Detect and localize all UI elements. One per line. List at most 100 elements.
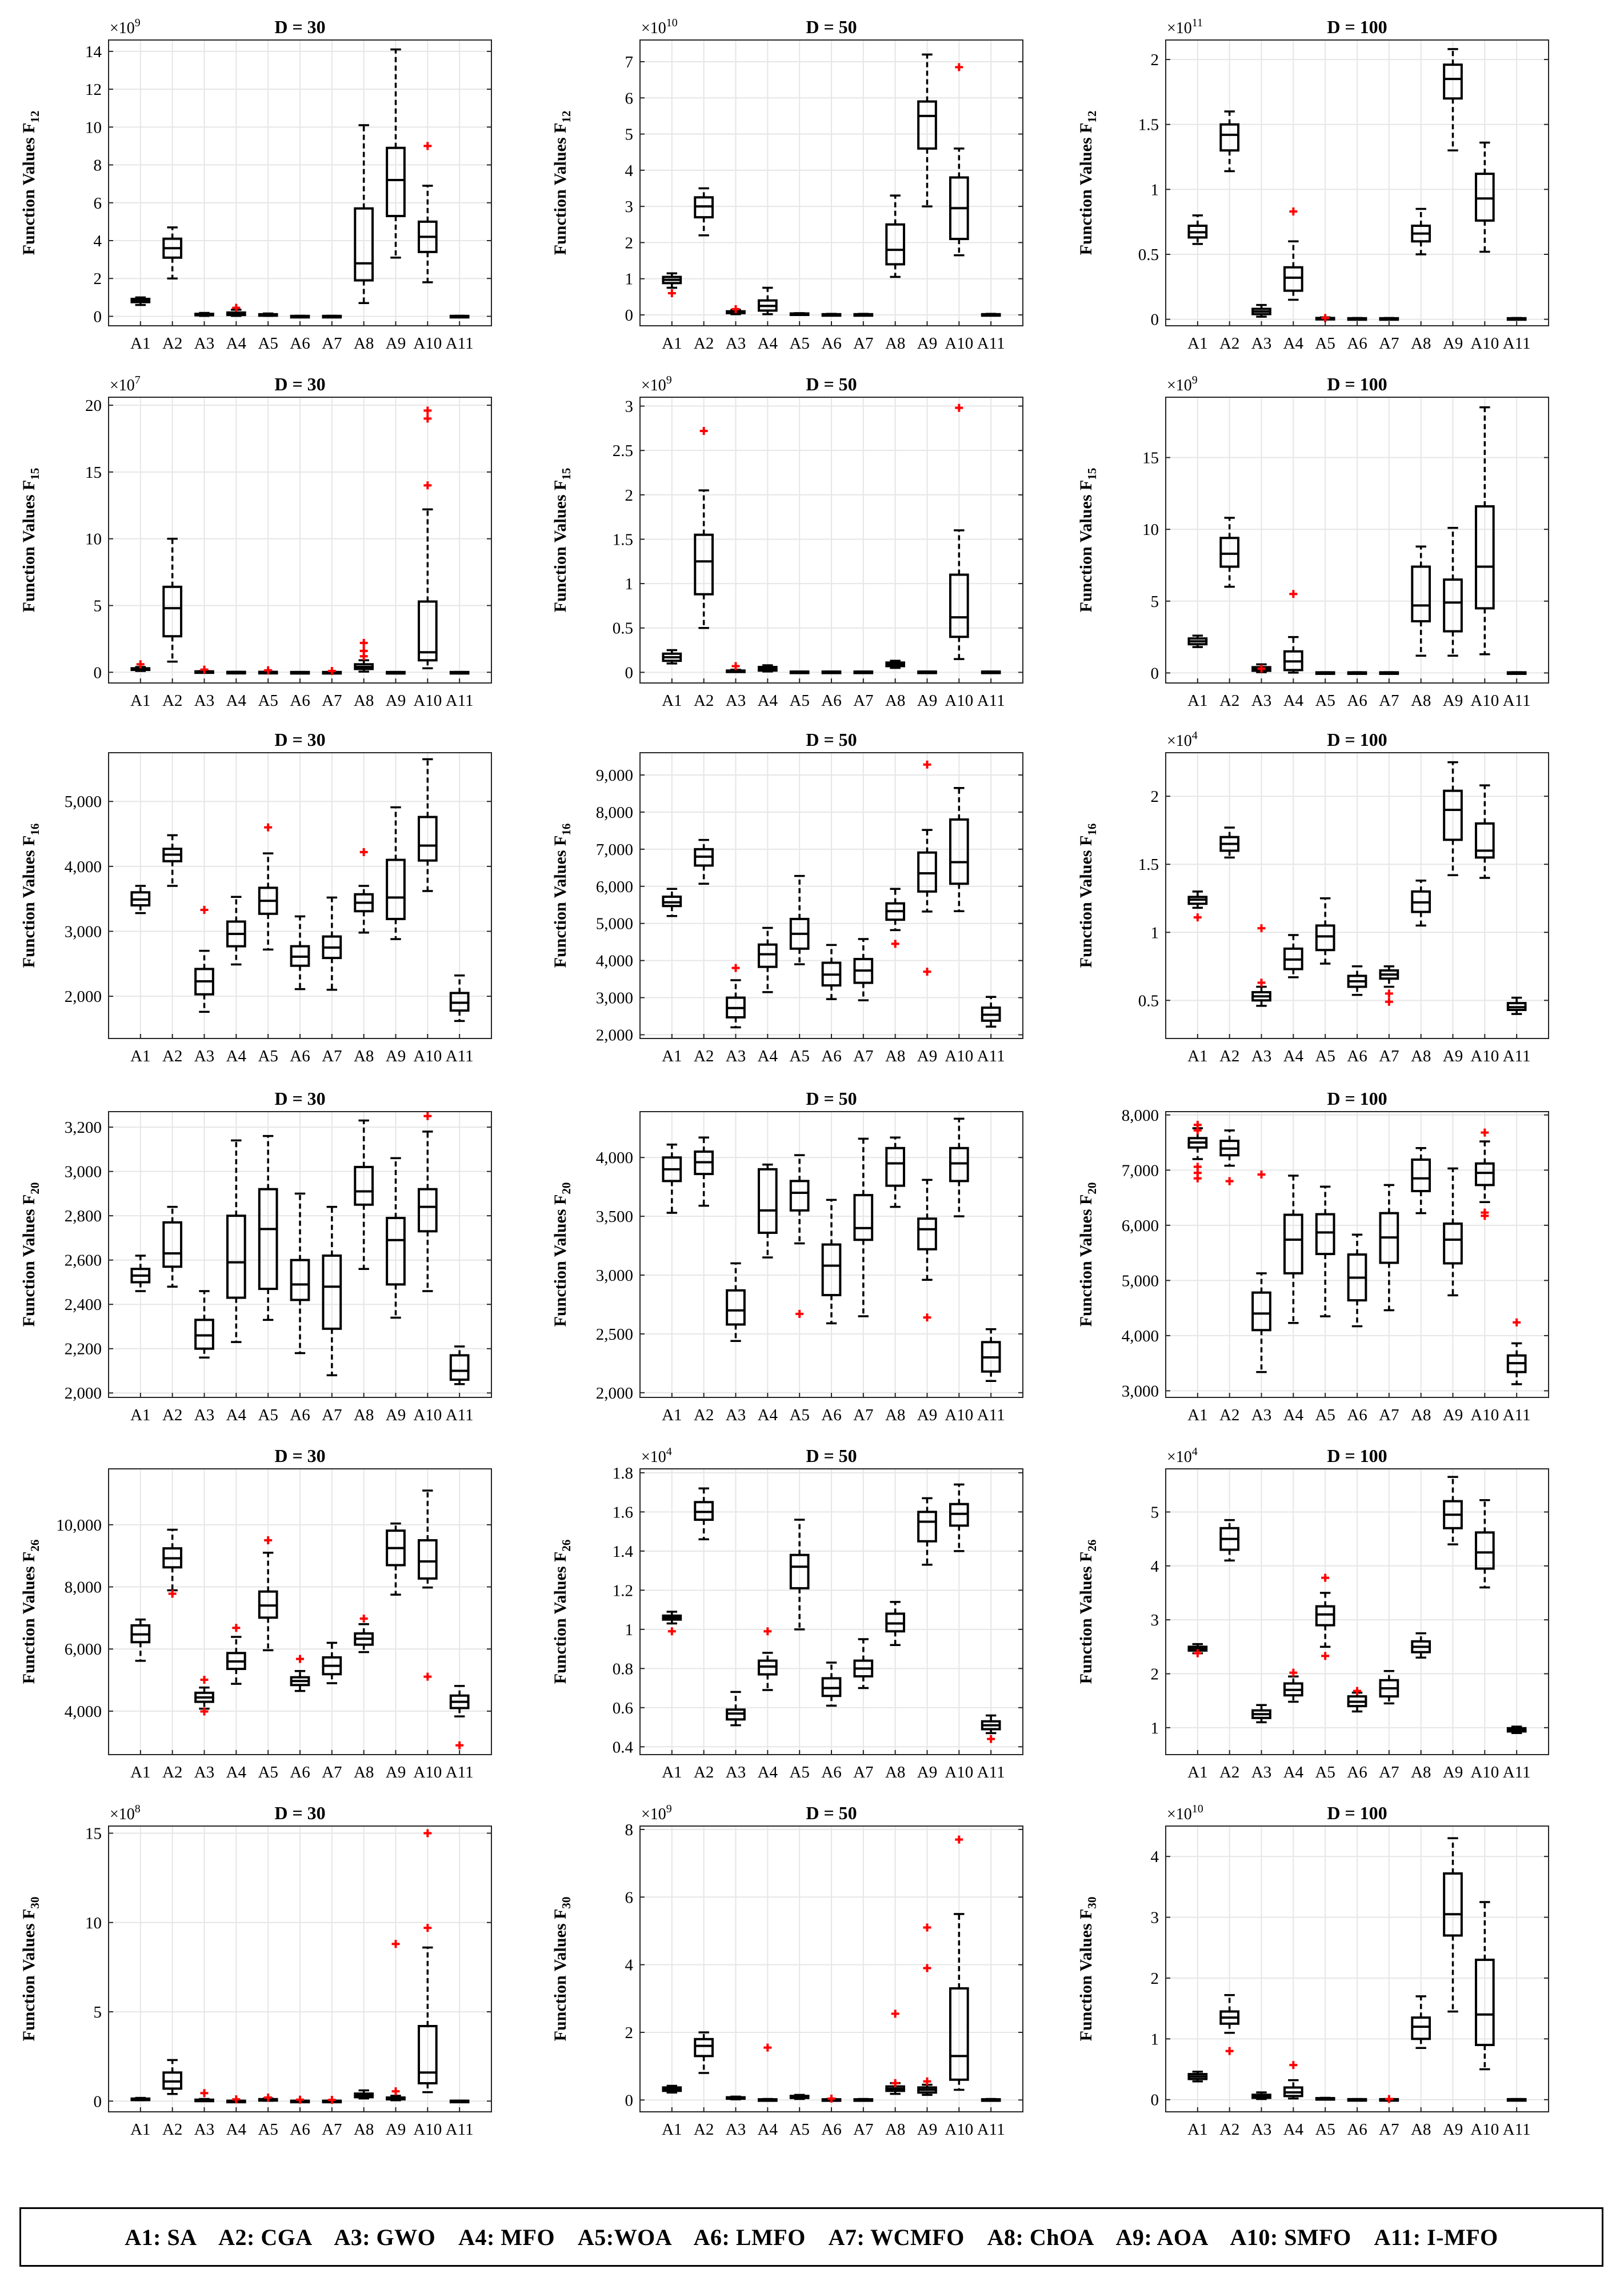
axis-exponent: ×109 bbox=[1167, 374, 1198, 394]
y-axis-label-text: Function Values F bbox=[551, 1909, 570, 2042]
chart-title: D = 50 bbox=[806, 1803, 857, 1823]
outlier-point bbox=[296, 2095, 304, 2104]
outlier-point bbox=[1481, 1128, 1489, 1137]
axis-exponent: ×1010 bbox=[1167, 1803, 1203, 1823]
x-tick-label: A6 bbox=[1347, 334, 1367, 353]
box-A2 bbox=[1219, 537, 1240, 568]
outlier-point bbox=[891, 2010, 899, 2018]
x-tick-label: A1 bbox=[662, 1763, 682, 1781]
x-tick-label: A1 bbox=[130, 334, 150, 353]
x-tick-label: A5 bbox=[258, 2120, 278, 2139]
y-tick-label: 1 bbox=[625, 270, 634, 289]
outlier-point bbox=[1321, 314, 1330, 322]
chart-title: D = 100 bbox=[1327, 729, 1387, 750]
y-axis-label-subscript: 12 bbox=[1085, 111, 1099, 123]
chart-title: D = 100 bbox=[1327, 1803, 1387, 1823]
outlier-point bbox=[955, 404, 963, 412]
chart-panel-11: 2,000 2,500 3,000 3,500 4,000 A1 A2 A3 A4 A5 A6 A7 A… bbox=[551, 1088, 1023, 1424]
x-tick-label: A6 bbox=[821, 1047, 841, 1065]
chart-title: D = 30 bbox=[274, 1088, 325, 1109]
x-tick-label: A6 bbox=[821, 692, 841, 710]
box-A8 bbox=[354, 1165, 374, 1206]
y-axis-label: Function Values F20 bbox=[551, 1183, 573, 1327]
outlier-point bbox=[423, 1924, 432, 1932]
outlier-point bbox=[667, 289, 676, 298]
y-axis-label-text: Function Values F bbox=[19, 480, 38, 613]
y-tick-label: 4 bbox=[94, 232, 102, 250]
outlier-point bbox=[1385, 2095, 1393, 2103]
y-axis-label-text: Function Values F bbox=[1077, 1195, 1095, 1327]
outlier-point bbox=[987, 1735, 995, 1743]
y-tick-label: 3,000 bbox=[65, 1163, 102, 1181]
y-tick-label: 1.8 bbox=[613, 1464, 633, 1483]
box-A4 bbox=[1283, 1213, 1303, 1275]
outlier-point bbox=[955, 1835, 963, 1844]
axis-exponent-power: 9 bbox=[666, 374, 672, 386]
box-A10 bbox=[417, 2025, 438, 2084]
y-tick-label: 0 bbox=[94, 664, 102, 682]
outlier-point bbox=[232, 2095, 241, 2104]
x-tick-label: A3 bbox=[1251, 334, 1271, 353]
y-axis-label-text: Function Values F bbox=[551, 836, 570, 968]
outlier-point bbox=[423, 142, 432, 150]
y-tick-label: 2 bbox=[1151, 1970, 1159, 1988]
y-tick-label: 7 bbox=[625, 53, 634, 71]
x-tick-label: A3 bbox=[726, 1763, 746, 1781]
y-tick-label: 10,000 bbox=[56, 1516, 102, 1535]
x-tick-label: A11 bbox=[446, 2120, 474, 2139]
chart-panel-9: 0.5 1 1.5 2 A1 A2 A3 A4 A5 A6 A7 A8 A9 A10 A11 D = 100 ×… bbox=[1077, 729, 1549, 1065]
box-A8 bbox=[1411, 565, 1431, 622]
x-tick-label: A8 bbox=[885, 692, 905, 710]
box-A8 bbox=[885, 1147, 906, 1187]
axis-exponent: ×1011 bbox=[1167, 17, 1203, 37]
x-tick-label: A8 bbox=[1411, 2120, 1431, 2139]
y-tick-label: 6,000 bbox=[596, 878, 633, 896]
y-tick-label: 14 bbox=[85, 43, 102, 61]
y-tick-label: 5 bbox=[1151, 1503, 1159, 1521]
y-tick-label: 2 bbox=[1151, 788, 1159, 806]
y-axis-label: Function Values F12 bbox=[1077, 111, 1099, 255]
x-tick-label: A2 bbox=[162, 2120, 182, 2139]
y-axis-label: Function Values F12 bbox=[551, 111, 573, 255]
box-A2 bbox=[162, 585, 183, 638]
x-tick-label: A4 bbox=[1283, 692, 1304, 710]
x-tick-label: A4 bbox=[226, 692, 247, 710]
x-tick-label: A2 bbox=[694, 2120, 714, 2139]
x-tick-label: A4 bbox=[1283, 1406, 1304, 1424]
y-tick-label: 8 bbox=[625, 1821, 634, 1839]
axis-exponent-power: 11 bbox=[1192, 17, 1203, 29]
box-A10 bbox=[417, 600, 438, 662]
x-tick-label: A1 bbox=[130, 1406, 150, 1424]
y-tick-label: 2 bbox=[625, 234, 634, 252]
chart-panel-12: 3,000 4,000 5,000 6,000 7,000 8,000 A1 A2 A3 A4 A5… bbox=[1077, 1088, 1549, 1424]
x-tick-label: A4 bbox=[1283, 2120, 1304, 2139]
y-tick-label: 2 bbox=[625, 486, 634, 505]
x-tick-label: A11 bbox=[977, 1047, 1005, 1065]
y-tick-label: 2.5 bbox=[613, 442, 633, 460]
outlier-point bbox=[1257, 978, 1266, 987]
x-tick-label: A11 bbox=[446, 1763, 474, 1781]
x-tick-label: A7 bbox=[1379, 1763, 1399, 1781]
outlier-point bbox=[296, 1655, 304, 1663]
outlier-point bbox=[423, 406, 432, 415]
axis-exponent: ×104 bbox=[1167, 1445, 1198, 1466]
x-tick-label: A4 bbox=[226, 1763, 247, 1781]
x-tick-label: A3 bbox=[194, 334, 214, 353]
outlier-point bbox=[923, 1923, 931, 1932]
x-tick-label: A1 bbox=[662, 1406, 682, 1424]
x-tick-label: A4 bbox=[758, 692, 778, 710]
x-tick-label: A6 bbox=[1347, 692, 1367, 710]
x-tick-label: A7 bbox=[322, 2120, 342, 2139]
outlier-point bbox=[168, 1589, 177, 1598]
y-tick-label: 4,000 bbox=[65, 858, 102, 876]
box-A10 bbox=[949, 1987, 969, 2081]
outlier-point bbox=[200, 1707, 209, 1716]
box-A10 bbox=[417, 1539, 438, 1580]
y-axis-label-text: Function Values F bbox=[551, 1552, 570, 1684]
y-axis-label: Function Values F30 bbox=[19, 1897, 42, 2042]
x-tick-label: A11 bbox=[1503, 692, 1531, 710]
chart-title: D = 100 bbox=[1327, 1445, 1387, 1466]
box-A3 bbox=[1251, 1291, 1271, 1332]
chart-panel-8: 2,000 3,000 4,000 5,000 6,000 7,000 8,000 9,000… bbox=[551, 729, 1023, 1065]
